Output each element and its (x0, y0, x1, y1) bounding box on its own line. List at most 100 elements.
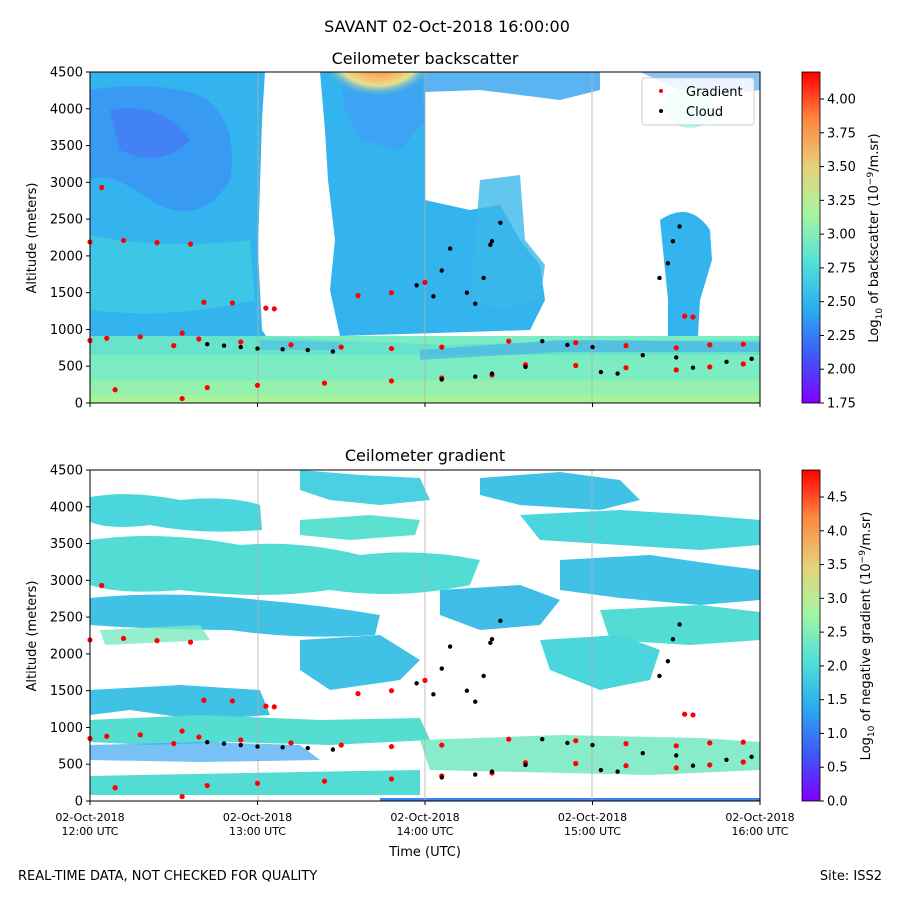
gradient-gradient-point (506, 736, 512, 742)
gradient-gradient-point (573, 738, 579, 744)
gradient-title: Ceilometer gradient (345, 446, 505, 465)
gradient-gradient-point (187, 639, 194, 645)
backscatter-gradient-point (355, 293, 361, 299)
gradient-gradient-point (388, 688, 395, 694)
gradient-gradient-point (623, 763, 629, 769)
backscatter-gradient-point (254, 382, 261, 388)
gradient-gradient-point (201, 697, 207, 703)
backscatter-cloud-point (489, 371, 495, 376)
legend-gradient-marker (659, 89, 663, 93)
gradient-cloud-point (489, 769, 495, 774)
backscatter-gradient-point (623, 365, 629, 371)
gradient-ytick-label: 0 (75, 795, 83, 810)
gradient-cloud-point (677, 622, 682, 627)
gradient-cloud-point (590, 742, 595, 748)
gradient-ytick-label: 1500 (50, 684, 83, 699)
backscatter-ylabel: Altitude (meters) (25, 183, 40, 294)
backscatter-cloud-point (540, 339, 545, 344)
gradient-gradient-point (338, 742, 344, 748)
backscatter-cloud-point (280, 347, 285, 352)
backscatter-gradient-point (154, 240, 160, 246)
gradient-cloud-point (657, 673, 662, 679)
backscatter-gradient-point (623, 343, 629, 349)
backscatter-gradient-point (263, 305, 269, 311)
gradient-cloud-point (431, 692, 436, 697)
backscatter-cloud-point (665, 261, 671, 266)
gradient-cbtick-label: 4.0 (827, 524, 848, 539)
backscatter-cloud-point (590, 344, 595, 350)
backscatter-gradient-point (201, 299, 207, 305)
backscatter-gradient-point (104, 335, 110, 341)
gradient-xtick-label: 12:00 UTC (61, 825, 118, 838)
backscatter-gradient-point (99, 184, 105, 191)
gradient-xtick-label: 02-Oct-2018 (558, 811, 627, 824)
backscatter-gradient-point (179, 330, 185, 336)
backscatter-gradient-point (388, 290, 395, 296)
backscatter-gradient-point (112, 387, 118, 393)
gradient-gradient-point (623, 741, 629, 747)
backscatter-gradient-point (422, 279, 428, 285)
backscatter-cloud-point (464, 290, 470, 295)
backscatter-cbtick-label: 2.25 (827, 329, 856, 344)
backscatter-panel: Ceilometer backscatter (25, 49, 885, 412)
backscatter-gradient-point (707, 342, 713, 348)
gradient-cloud-point (488, 640, 493, 646)
gradient-panel: Ceilometer gradient (25, 446, 877, 860)
backscatter-gradient-point (204, 384, 210, 391)
backscatter-cloud-point (640, 352, 645, 358)
backscatter-y-ticks: 0 500 1000 1500 2000 2500 3000 3500 4000 4500 (50, 66, 90, 412)
gradient-gradient-point (682, 711, 688, 717)
gradient-gradient-point (263, 703, 269, 709)
backscatter-ytick-label: 1500 (50, 286, 83, 301)
backscatter-cloud-point (238, 344, 243, 350)
gradient-xtick-label: 13:00 UTC (229, 825, 286, 838)
backscatter-x-ticks (89, 403, 761, 407)
gradient-cloud-point (615, 769, 620, 774)
gradient-ytick-label: 2000 (50, 647, 83, 662)
backscatter-cloud-point (330, 349, 336, 354)
backscatter-gradient-point (707, 364, 713, 370)
backscatter-cloud-point (677, 224, 682, 229)
gradient-gradient-point (171, 741, 177, 747)
gradient-cloud-point (565, 740, 570, 746)
gradient-xtick-label: 02-Oct-2018 (725, 811, 794, 824)
backscatter-cbtick-label: 2.00 (827, 363, 856, 378)
backscatter-cbtick-label: 2.75 (827, 261, 856, 276)
gradient-gradient-point (179, 728, 185, 734)
gradient-gradient-point (673, 765, 679, 771)
backscatter-cloud-point (615, 371, 620, 376)
backscatter-gradient-point (321, 380, 328, 386)
backscatter-cloud-point (205, 341, 210, 347)
gradient-gradient-point (573, 760, 579, 767)
gradient-xtick-label: 02-Oct-2018 (390, 811, 459, 824)
backscatter-cloud-point (724, 359, 729, 365)
backscatter-cloud-point (674, 355, 679, 360)
backscatter-gradient-point (271, 306, 277, 312)
gradient-gradient-point (104, 733, 110, 739)
gradient-ytick-label: 500 (58, 758, 83, 773)
backscatter-gradient-point (187, 241, 194, 247)
backscatter-cloud-point (305, 347, 310, 353)
backscatter-gradient-point (179, 395, 185, 402)
gradient-gradient-point (321, 778, 328, 784)
backscatter-gradient-point (439, 344, 445, 350)
gradient-cbtick-label: 1.0 (827, 727, 848, 742)
gradient-cbtick-label: 2.0 (827, 659, 848, 674)
legend-cloud-label: Cloud (686, 105, 723, 120)
backscatter-gradient-point (120, 237, 127, 244)
gradient-gradient-point (120, 635, 127, 642)
backscatter-gradient-point (740, 341, 746, 347)
backscatter-cloud-point (481, 275, 486, 281)
gradient-gradient-point (388, 743, 395, 750)
backscatter-cbtick-label: 3.00 (827, 228, 856, 243)
gradient-gradient-point (137, 732, 143, 738)
gradient-cbtick-label: 0.0 (827, 795, 848, 810)
site-label: Site: ISS2 (819, 869, 882, 884)
backscatter-gradient-point (196, 336, 202, 342)
gradient-ytick-label: 1000 (50, 721, 83, 736)
backscatter-gradient-point (573, 340, 579, 346)
backscatter-ytick-label: 4500 (50, 66, 83, 81)
gradient-cloud-point (523, 762, 528, 768)
gradient-cloud-point (255, 744, 260, 749)
